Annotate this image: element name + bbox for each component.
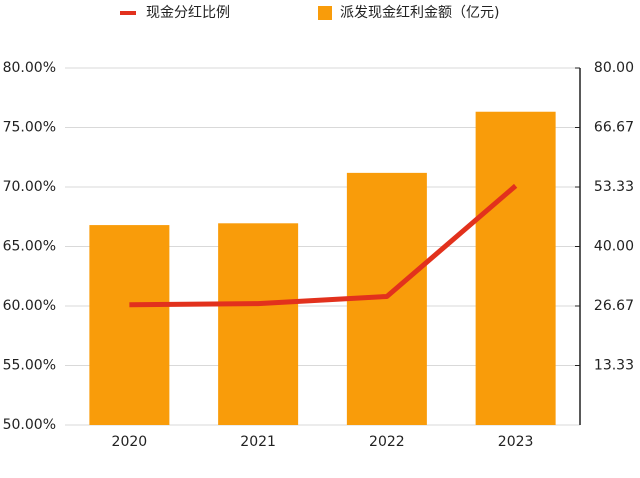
line xyxy=(129,183,518,308)
y2-tick-label: 13.33 xyxy=(594,358,634,374)
x-tick-label: 2020 xyxy=(112,434,148,450)
x-tick-label: 2021 xyxy=(240,434,276,450)
bar xyxy=(475,111,556,426)
y-tick-label: 60.00% xyxy=(3,298,56,314)
y2-tick-label: 53.33 xyxy=(594,179,634,195)
y2-tick-label: 66.67 xyxy=(594,119,634,135)
x-tick-label: 2023 xyxy=(498,434,534,450)
bar xyxy=(218,223,299,425)
legend-label: 派发现金红利金额（亿元) xyxy=(340,5,499,21)
bar xyxy=(89,225,170,425)
y-tick-label: 65.00% xyxy=(3,239,56,255)
legend-label: 现金分红比例 xyxy=(146,5,230,21)
x-tick-label: 2022 xyxy=(369,434,405,450)
y-tick-label: 55.00% xyxy=(3,358,56,374)
y-tick-label: 70.00% xyxy=(3,179,56,195)
y2-tick-label: 26.67 xyxy=(594,298,634,314)
y2-tick-label: 80.00 xyxy=(594,60,634,76)
y-tick-label: 80.00% xyxy=(3,60,56,76)
y-tick-label: 75.00% xyxy=(3,120,56,136)
legend-swatch xyxy=(318,6,332,20)
y2-tick-label: 40.00 xyxy=(594,239,634,255)
y-tick-label: 50.00% xyxy=(3,417,56,433)
